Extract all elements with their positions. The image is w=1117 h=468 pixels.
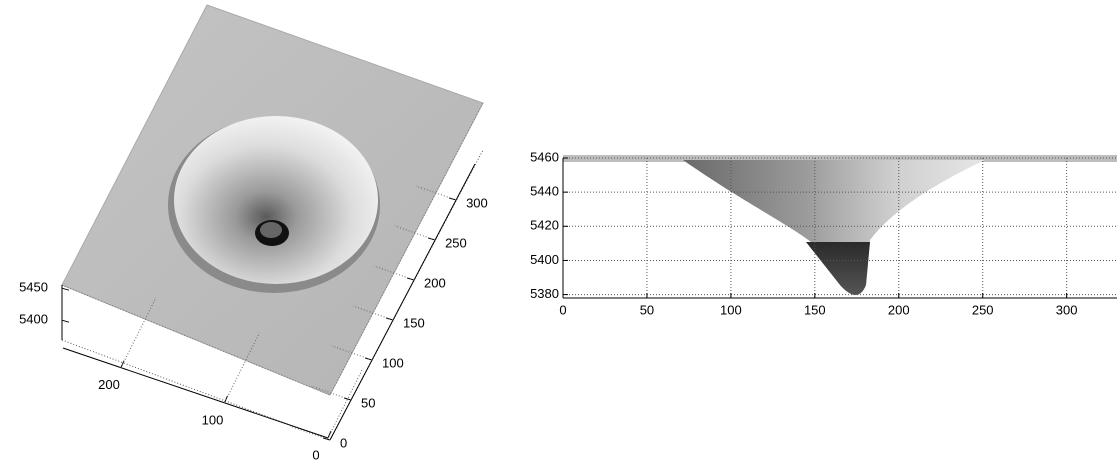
figure: 0 100 200 0 50 100 150 200 250 300 5400 5450 5380 540…	[0, 0, 1117, 468]
x-tick-label: 0	[559, 302, 566, 317]
x-tick-label: 250	[972, 302, 994, 317]
y-tick-label: 5460	[530, 149, 559, 164]
y-tick-label: 5440	[530, 184, 559, 199]
y-tick-label: 250	[445, 235, 467, 250]
x-tick-label: 150	[804, 302, 826, 317]
z-tick-label: 5400	[19, 312, 48, 327]
x-tick-label: 200	[888, 302, 910, 317]
x-tick-label: 50	[640, 302, 654, 317]
y-tick-label: 150	[403, 315, 425, 330]
y-tick-label: 5400	[530, 252, 559, 267]
y-tick-label: 5420	[530, 218, 559, 233]
y-tick-label: 50	[361, 395, 375, 410]
x-tick-label: 200	[98, 377, 120, 392]
crater-pit	[806, 242, 870, 295]
page: 0 100 200 0 50 100 150 200 250 300 5400 5450 5380 540…	[0, 0, 1117, 468]
crater-pit	[260, 222, 282, 238]
z-tick	[62, 320, 69, 322]
y-tick-label: 100	[382, 355, 404, 370]
x-tick-label: 0	[312, 447, 319, 462]
y-tick-label: 200	[424, 275, 446, 290]
y-tick-label: 300	[466, 195, 488, 210]
x-tick-label: 100	[202, 412, 224, 427]
y-tick-label: 5380	[530, 286, 559, 301]
surface-plot	[62, 5, 483, 440]
x-tick-label: 100	[720, 302, 742, 317]
crater	[174, 116, 378, 284]
profile-plot	[563, 155, 1117, 295]
grid-line	[290, 426, 330, 440]
x-tick-label: 300	[1056, 302, 1078, 317]
z-tick	[62, 288, 69, 290]
z-tick-label: 5450	[19, 280, 48, 295]
y-tick-label: 0	[340, 435, 347, 450]
